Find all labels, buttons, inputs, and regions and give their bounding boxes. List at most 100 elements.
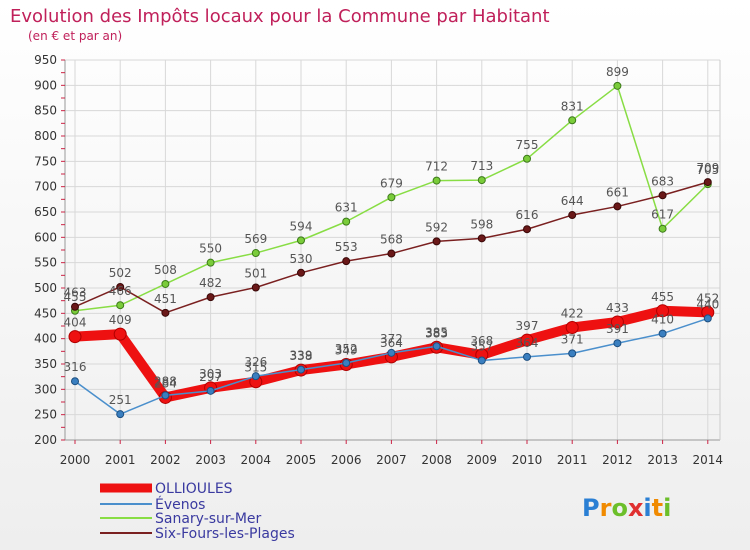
legend-label: Évenos <box>155 496 205 513</box>
y-tick-label: 950 <box>34 53 57 67</box>
x-tick-label: 2006 <box>331 453 362 467</box>
y-tick-label: 500 <box>34 281 57 295</box>
data-label: 482 <box>199 276 222 290</box>
x-tick-label: 2004 <box>241 453 272 467</box>
data-point <box>387 249 396 258</box>
data-point <box>477 176 486 185</box>
data-label: 831 <box>561 99 584 113</box>
x-tick-label: 2001 <box>105 453 136 467</box>
data-point <box>568 116 577 125</box>
data-label: 452 <box>696 291 719 305</box>
data-label: 568 <box>380 233 403 247</box>
x-tick-label: 2000 <box>60 453 91 467</box>
data-label: 679 <box>380 176 403 190</box>
series <box>68 81 715 419</box>
data-label: 502 <box>109 266 132 280</box>
data-point <box>342 358 351 367</box>
data-label: 409 <box>109 313 132 327</box>
data-label: 705 <box>696 163 719 177</box>
x-tick-label: 2002 <box>150 453 181 467</box>
data-label: 553 <box>335 240 358 254</box>
data-label: 598 <box>470 217 493 231</box>
y-tick-label: 550 <box>34 256 57 270</box>
logo-letter: t <box>652 494 663 522</box>
data-label: 316 <box>64 360 87 374</box>
data-label: 371 <box>561 332 584 346</box>
y-tick-label: 350 <box>34 357 57 371</box>
data-point <box>613 339 622 348</box>
data-label: 644 <box>561 194 584 208</box>
logo-letter: r <box>600 494 612 522</box>
y-tick-label: 700 <box>34 180 57 194</box>
data-point <box>610 315 624 329</box>
data-point <box>656 304 670 318</box>
data-point <box>477 356 486 365</box>
data-point <box>703 314 712 323</box>
data-point <box>161 279 170 288</box>
data-label: 712 <box>425 160 448 174</box>
data-label: 617 <box>651 208 674 222</box>
data-label: 755 <box>516 138 539 152</box>
data-point <box>342 257 351 266</box>
data-point <box>116 410 125 419</box>
data-label: 422 <box>561 307 584 321</box>
data-label: 899 <box>606 65 629 79</box>
logo-text: Proxiti <box>582 494 671 522</box>
data-label: 713 <box>470 159 493 173</box>
data-point <box>297 236 305 245</box>
data-point <box>520 333 534 347</box>
data-label: 569 <box>244 232 267 246</box>
data-point <box>523 352 531 361</box>
data-label: 303 <box>199 367 222 381</box>
data-label: 364 <box>380 336 403 350</box>
data-label: 357 <box>470 339 493 353</box>
legend-label: Six-Fours-les-Plages <box>155 526 295 542</box>
data-label: 352 <box>335 342 358 356</box>
y-tick-label: 750 <box>34 154 57 168</box>
data-label: 315 <box>244 361 267 375</box>
y-tick-label: 250 <box>34 408 57 422</box>
data-label: 251 <box>109 393 132 407</box>
data-label: 508 <box>154 263 177 277</box>
data-point <box>68 330 82 344</box>
x-tick-label: 2009 <box>467 453 498 467</box>
data-label: 451 <box>154 292 177 306</box>
data-label: 404 <box>64 316 87 330</box>
data-point <box>206 386 215 395</box>
data-label: 433 <box>606 301 629 315</box>
data-point <box>297 365 305 374</box>
data-point <box>658 191 667 200</box>
data-point <box>71 302 79 311</box>
data-point <box>206 258 215 267</box>
data-point <box>297 268 305 277</box>
chart-title: Evolution des Impôts locaux pour la Comm… <box>10 6 550 27</box>
data-label: 709 <box>696 161 719 175</box>
data-label: 466 <box>109 284 132 298</box>
data-point <box>206 293 215 302</box>
legend-label: OLLIOULES <box>155 481 233 497</box>
x-tick-label: 2011 <box>557 453 588 467</box>
x-tick-label: 2010 <box>512 453 543 467</box>
data-label: 501 <box>244 266 267 280</box>
data-point <box>523 225 531 234</box>
data-labels: 404 409 284 303 315 338 349 364 383 368 397 422 433 4… <box>64 65 720 407</box>
data-point <box>251 249 260 258</box>
data-label: 349 <box>335 344 358 358</box>
data-label: 410 <box>651 313 674 327</box>
data-point <box>71 377 79 386</box>
x-tick-label: 2014 <box>693 453 724 467</box>
data-point <box>658 329 667 338</box>
data-point <box>432 237 441 246</box>
data-label: 372 <box>380 332 403 346</box>
data-label: 297 <box>199 370 222 384</box>
data-point <box>432 176 441 185</box>
logo-letter: x <box>628 494 644 522</box>
data-label: 661 <box>606 185 629 199</box>
y-tick-label: 600 <box>34 230 57 244</box>
data-label: 550 <box>199 242 222 256</box>
data-label: 683 <box>651 174 674 188</box>
data-label: 440 <box>696 297 719 311</box>
data-point <box>387 193 396 202</box>
x-tick-label: 2008 <box>421 453 452 467</box>
